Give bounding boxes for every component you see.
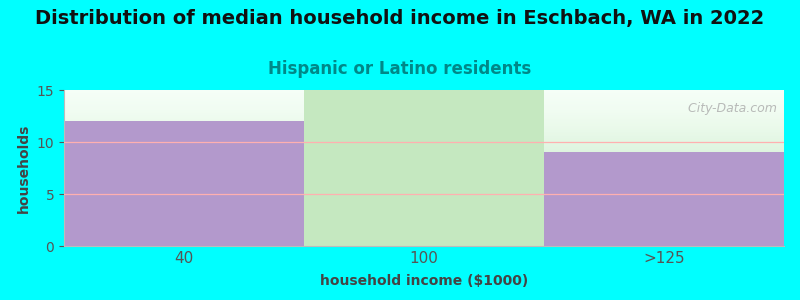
Text: Hispanic or Latino residents: Hispanic or Latino residents — [268, 60, 532, 78]
Bar — [544, 152, 784, 246]
Bar — [304, 90, 544, 246]
Y-axis label: households: households — [17, 123, 31, 213]
Text: City-Data.com: City-Data.com — [680, 103, 777, 116]
Bar — [64, 121, 304, 246]
Text: household income ($1000): household income ($1000) — [320, 274, 528, 288]
Text: Distribution of median household income in Eschbach, WA in 2022: Distribution of median household income … — [35, 9, 765, 28]
